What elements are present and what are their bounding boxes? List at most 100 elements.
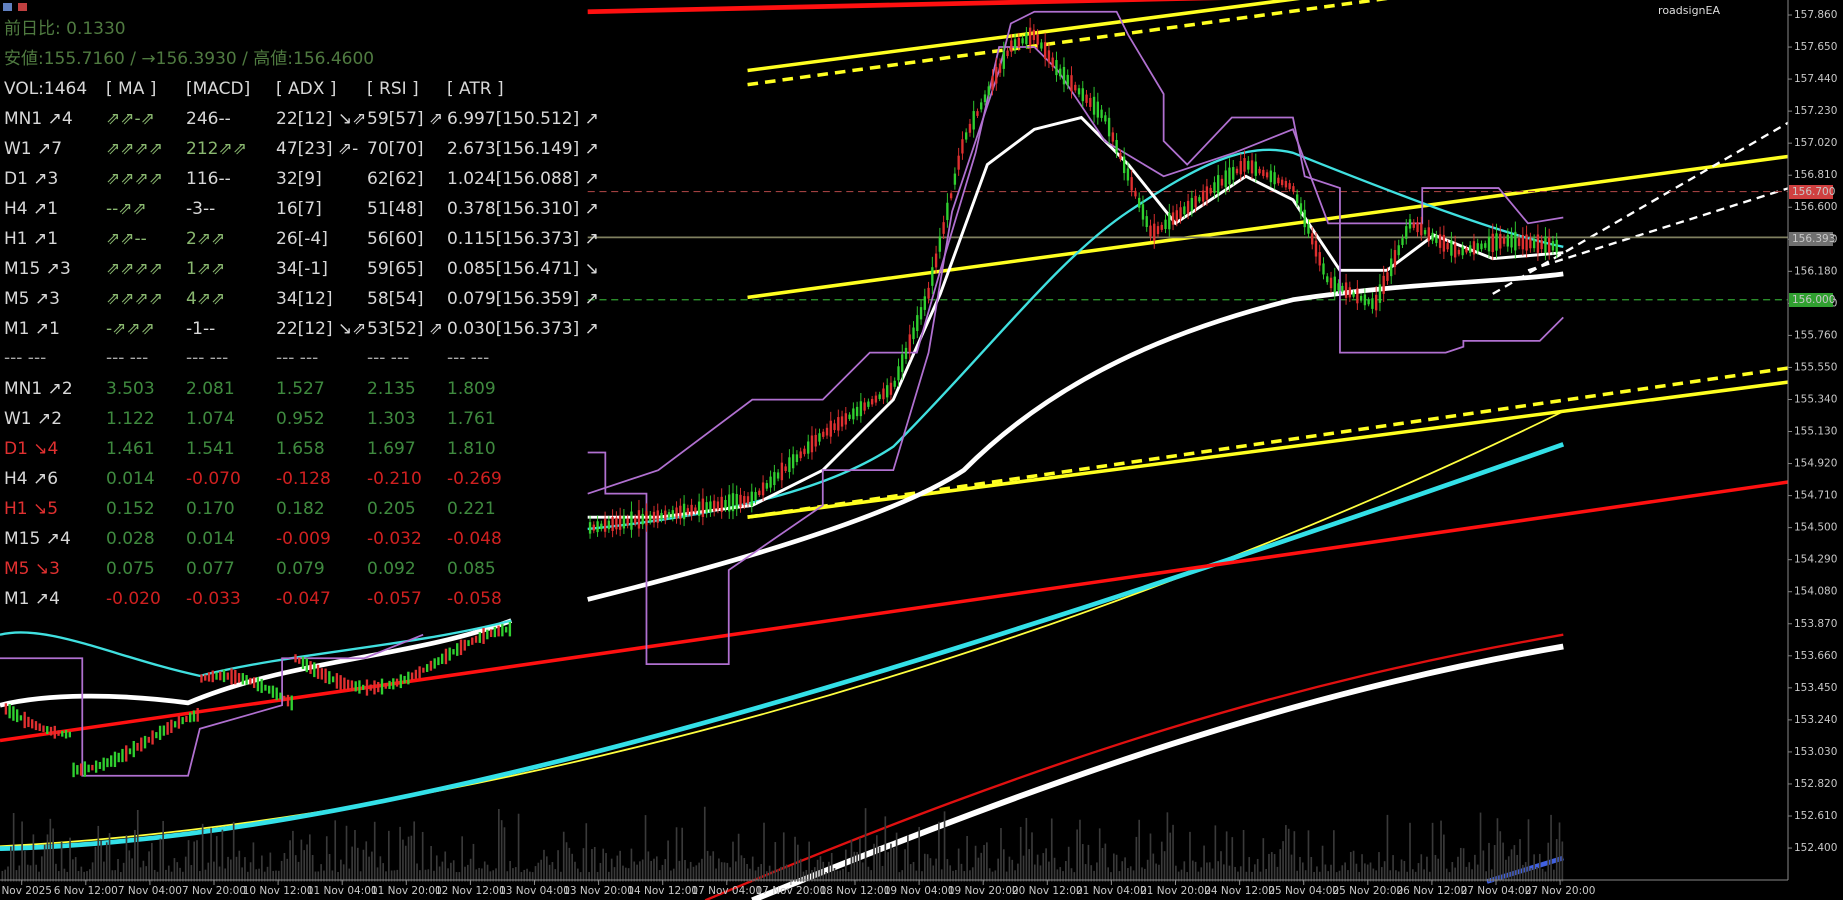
candle-body [1025,33,1028,45]
candle-body [1401,238,1404,245]
trend-red-top [587,0,1223,15]
candle-body [313,662,316,678]
candle-body [245,675,248,685]
price-tag-label: 156.000 [1792,294,1835,306]
price-axis-bg [1788,0,1843,900]
candle-body [712,500,716,512]
candle-body [94,760,98,773]
candle-body [61,730,64,737]
candle-body [1175,210,1178,222]
panel-cell: 0.170 [186,499,235,519]
candle-body [840,416,844,427]
candle-body [249,677,252,685]
candle-body [215,672,218,680]
candle-body [1442,234,1446,252]
candle-body [504,626,508,633]
candle-body [934,253,938,268]
candle-body [1017,37,1021,48]
candle-body [780,462,784,481]
candle-body [34,721,38,731]
candle-body [1393,250,1397,268]
candle-body [1499,233,1502,249]
candle-body [335,673,339,689]
candle-body [57,730,60,736]
price-label: 156.810 [1794,169,1837,181]
candle-body [365,679,369,696]
candle-body [709,501,712,513]
panel-cell: 0.952 [276,409,325,429]
candle-body [1141,204,1145,220]
panel-cell: 22[12] ↘⇗ [276,109,366,129]
candle-body [79,763,83,776]
panel-cell: 0.079[156.359] ↗ [447,289,599,309]
candle-body [618,515,622,530]
candle-body [121,748,124,763]
candle-body [1536,234,1540,253]
candle-body [607,520,611,530]
icon[interactable] [3,3,12,11]
candle-body [701,498,705,517]
panel-cell: 1.810 [447,439,496,459]
panel-cell: 4⇗⇗ [186,289,225,309]
panel-cell: 0.152 [106,499,155,519]
panel-cell: -0.032 [367,529,422,549]
candle-body [1062,66,1066,85]
panel-cell: H1 ↘5 [4,499,58,519]
candle-body [1040,42,1043,49]
candle-body [720,496,723,513]
candle-body [1235,168,1239,174]
icon[interactable] [18,3,27,11]
candle-body [1326,276,1329,283]
candle-body [1502,237,1506,244]
candle-body [791,454,795,469]
candle-body [904,347,908,359]
candle-body [1506,234,1509,247]
time-label: 25 Nov 04:00 [1268,885,1339,897]
candle-body [874,395,878,403]
candle-body [1431,232,1434,241]
candle-body [927,287,930,299]
panel-cell: 0.085[156.471] ↘ [447,259,599,279]
candle-body [1423,230,1427,235]
panel-cell: MN1 ↗2 [4,379,73,399]
price-label: 154.290 [1794,554,1837,566]
panel-cell: 58[54] [367,289,424,309]
candle-body [852,408,855,420]
panel-cell: 1.303 [367,409,416,429]
panel-cell: M5 ↗3 [4,289,60,309]
panel-cell: 0.378[156.310] ↗ [447,199,599,219]
price-label: 156.180 [1794,265,1837,277]
candle-body [1198,197,1201,202]
candle-body [1408,219,1412,229]
candle-body [42,725,45,732]
panel-cell: [ ATR ] [447,79,504,99]
candle-body [592,524,595,531]
candle-body [162,725,166,736]
candle-body [1119,152,1122,160]
candle-body [637,510,641,529]
candle-body [31,719,34,729]
panel-cell: 51[48] [367,199,424,219]
candle-body [1540,240,1543,250]
candle-body [373,680,376,695]
candle-body [151,730,154,745]
panel-cell: 212⇗⇗ [186,139,247,159]
panel-cell: ⇗⇗⇗⇗ [106,259,163,279]
candle-body [724,499,727,509]
candle-body [64,729,68,739]
time-label: 6 Nov 12:00 [54,885,118,897]
candle-body [686,508,690,515]
candle-body [298,657,301,664]
time-label: 17 Nov 04:00 [691,885,762,897]
panel-cell: [ ADX ] [276,79,336,99]
time-label: 7 Nov 04:00 [118,885,182,897]
channel-yellow-dashed [747,0,1389,87]
panel-cell: 1.024[156.088] ↗ [447,169,599,189]
panel-cell: 53[52] ⇗ [367,319,443,339]
candle-body [600,523,603,530]
candle-body [690,504,693,516]
ma-yellow [0,410,1564,848]
price-tag-label: 156.393 [1792,233,1835,245]
candle-body [1070,75,1073,92]
panel-cell: 2⇗⇗ [186,229,225,249]
